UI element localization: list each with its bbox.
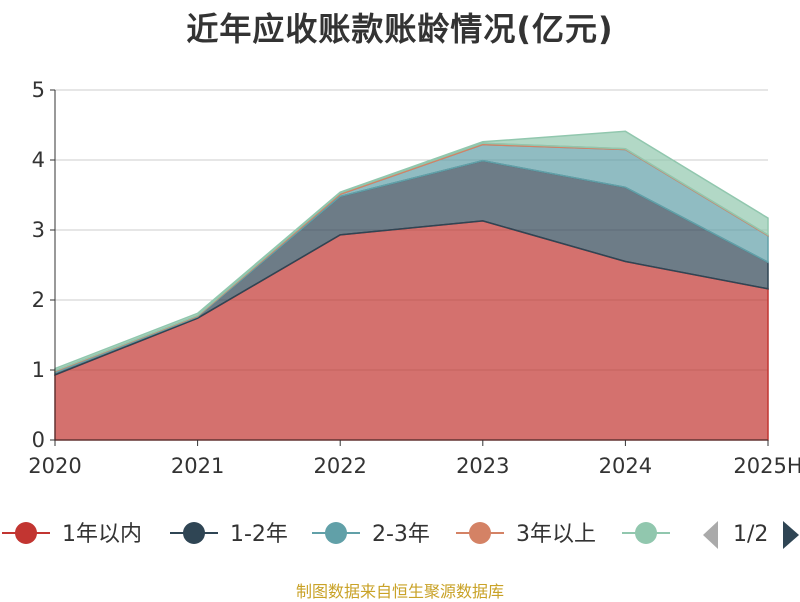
legend-label: 3年以上 bbox=[516, 522, 596, 547]
x-tick-label: 2025H bbox=[733, 454, 800, 478]
legend-label: 2-3年 bbox=[372, 522, 430, 547]
x-tick-label: 2022 bbox=[313, 454, 366, 478]
legend-swatch-marker bbox=[469, 522, 491, 544]
x-tick-label: 2021 bbox=[171, 454, 224, 478]
area-series bbox=[54, 130, 769, 441]
legend-page-indicator: 1/2 bbox=[733, 522, 768, 547]
legend-swatch-marker bbox=[325, 522, 347, 544]
x-tick-label: 2020 bbox=[28, 454, 81, 478]
legend-prev-page-icon[interactable] bbox=[703, 521, 718, 549]
legend-label: 1-2年 bbox=[230, 522, 288, 547]
y-tick-label: 1 bbox=[32, 358, 45, 382]
legend: 1年以内 1-2年 2-3年 3年以上 1/2 bbox=[2, 521, 799, 549]
legend-swatch-marker bbox=[15, 522, 37, 544]
area-series-5 bbox=[54, 130, 769, 372]
chart-title: 近年应收账款账龄情况(亿元) bbox=[186, 10, 614, 48]
legend-next-page-icon[interactable] bbox=[783, 521, 799, 549]
y-tick-label: 3 bbox=[32, 218, 45, 242]
legend-item-1[interactable]: 1年以内 bbox=[2, 522, 142, 547]
axes: 0 1 2 3 4 5 2020 2021 2022 2023 2024 2025H bbox=[28, 78, 800, 478]
source-note: 制图数据来自恒生聚源数据库 bbox=[295, 582, 504, 601]
legend-item-4[interactable]: 3年以上 bbox=[456, 522, 596, 547]
x-tick-label: 2023 bbox=[456, 454, 509, 478]
y-tick-label: 2 bbox=[32, 288, 45, 312]
legend-label: 1年以内 bbox=[62, 522, 142, 547]
legend-item-5[interactable] bbox=[622, 522, 670, 544]
y-tick-label: 5 bbox=[32, 78, 45, 102]
x-tick-label: 2024 bbox=[599, 454, 652, 478]
legend-swatch-marker bbox=[635, 522, 657, 544]
legend-swatch-marker bbox=[183, 522, 205, 544]
legend-item-2[interactable]: 1-2年 bbox=[170, 522, 288, 547]
y-tick-label: 4 bbox=[32, 148, 45, 172]
legend-item-3[interactable]: 2-3年 bbox=[312, 522, 430, 547]
y-tick-label: 0 bbox=[32, 428, 45, 452]
